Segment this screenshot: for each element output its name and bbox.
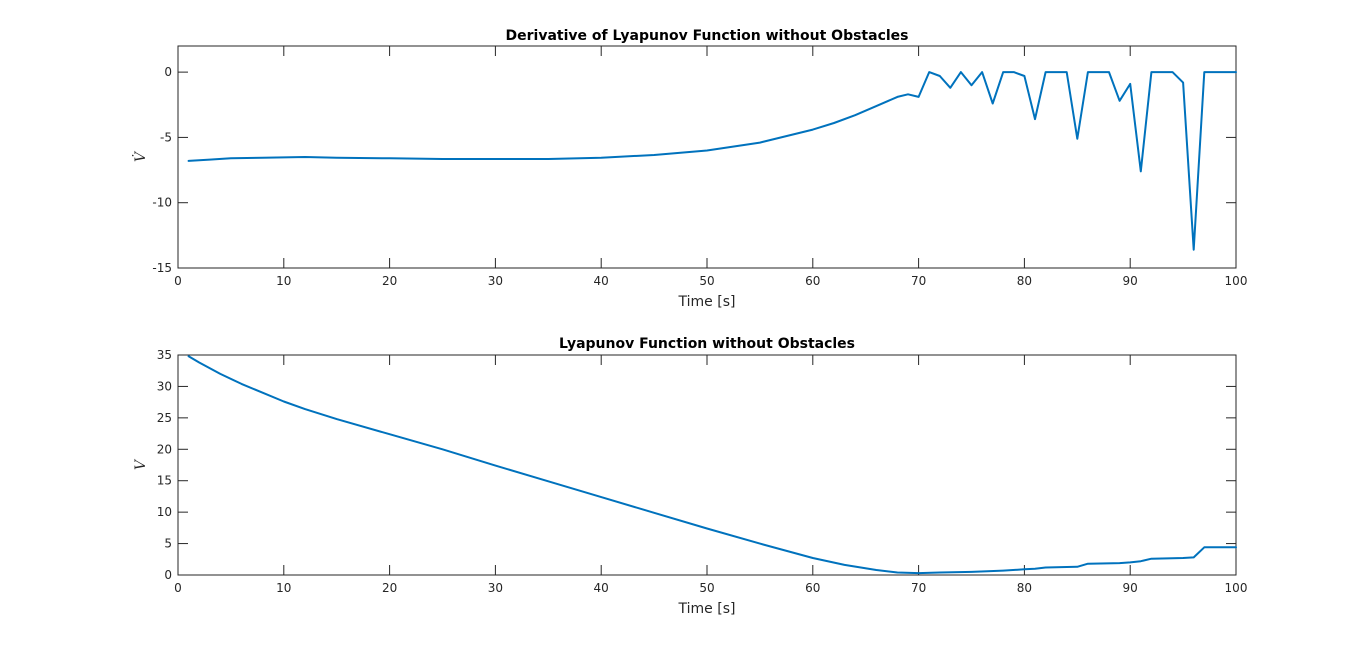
y-tick-label: 35 <box>157 348 172 362</box>
x-tick-label: 90 <box>1123 274 1138 288</box>
x-tick-label: 30 <box>488 274 503 288</box>
x-tick-label: 40 <box>594 581 609 595</box>
y-tick-label: 0 <box>164 568 172 582</box>
y-tick-label: -5 <box>160 130 172 144</box>
x-tick-label: 70 <box>911 274 926 288</box>
chart-title: Lyapunov Function without Obstacles <box>559 336 855 352</box>
x-tick-label: 40 <box>594 274 609 288</box>
y-tick-label: 25 <box>157 411 172 425</box>
axis-ticks: 0 10 20 30 40 50 60 70 80 90 100 -15 -10 -5 0 <box>152 46 1247 288</box>
plot-area <box>187 355 1237 575</box>
y-tick-label: 0 <box>164 65 172 79</box>
plot-area <box>187 71 1237 251</box>
y-axis-label: V <box>133 458 149 470</box>
y-tick-label: 20 <box>157 442 172 456</box>
chart-title: Derivative of Lyapunov Function without … <box>506 28 909 44</box>
y-tick-label: -10 <box>152 196 172 210</box>
x-axis-label: Time [s] <box>678 601 736 617</box>
y-tick-label: 30 <box>157 379 172 393</box>
x-tick-label: 50 <box>699 581 714 595</box>
x-tick-label: 10 <box>276 581 291 595</box>
x-axis-label: Time [s] <box>678 294 736 310</box>
axis-ticks: 0 10 20 30 40 50 60 70 80 90 100 0 5 10 15 20 25 30 35 <box>157 348 1248 595</box>
series-line <box>187 355 1237 575</box>
y-tick-label: 15 <box>157 474 172 488</box>
x-tick-label: 20 <box>382 581 397 595</box>
y-axis-label: V̇ <box>131 150 149 162</box>
x-tick-label: 60 <box>805 274 820 288</box>
y-tick-label: 5 <box>164 537 172 551</box>
x-tick-label: 80 <box>1017 581 1032 595</box>
subplot-derivative: Derivative of Lyapunov Function without … <box>131 28 1247 310</box>
x-tick-label: 70 <box>911 581 926 595</box>
x-tick-label: 30 <box>488 581 503 595</box>
x-tick-label: 80 <box>1017 274 1032 288</box>
series-line <box>187 71 1237 251</box>
y-tick-label: -15 <box>152 261 172 275</box>
axes-box <box>177 354 1237 576</box>
x-tick-label: 20 <box>382 274 397 288</box>
x-tick-label: 0 <box>174 274 182 288</box>
x-tick-label: 0 <box>174 581 182 595</box>
subplot-lyapunov: Lyapunov Function without Obstacles Time… <box>133 336 1247 617</box>
y-tick-label: 10 <box>157 505 172 519</box>
x-tick-label: 50 <box>699 274 714 288</box>
x-tick-label: 90 <box>1123 581 1138 595</box>
x-tick-label: 100 <box>1225 581 1248 595</box>
x-tick-label: 100 <box>1225 274 1248 288</box>
x-tick-label: 60 <box>805 581 820 595</box>
x-tick-label: 10 <box>276 274 291 288</box>
